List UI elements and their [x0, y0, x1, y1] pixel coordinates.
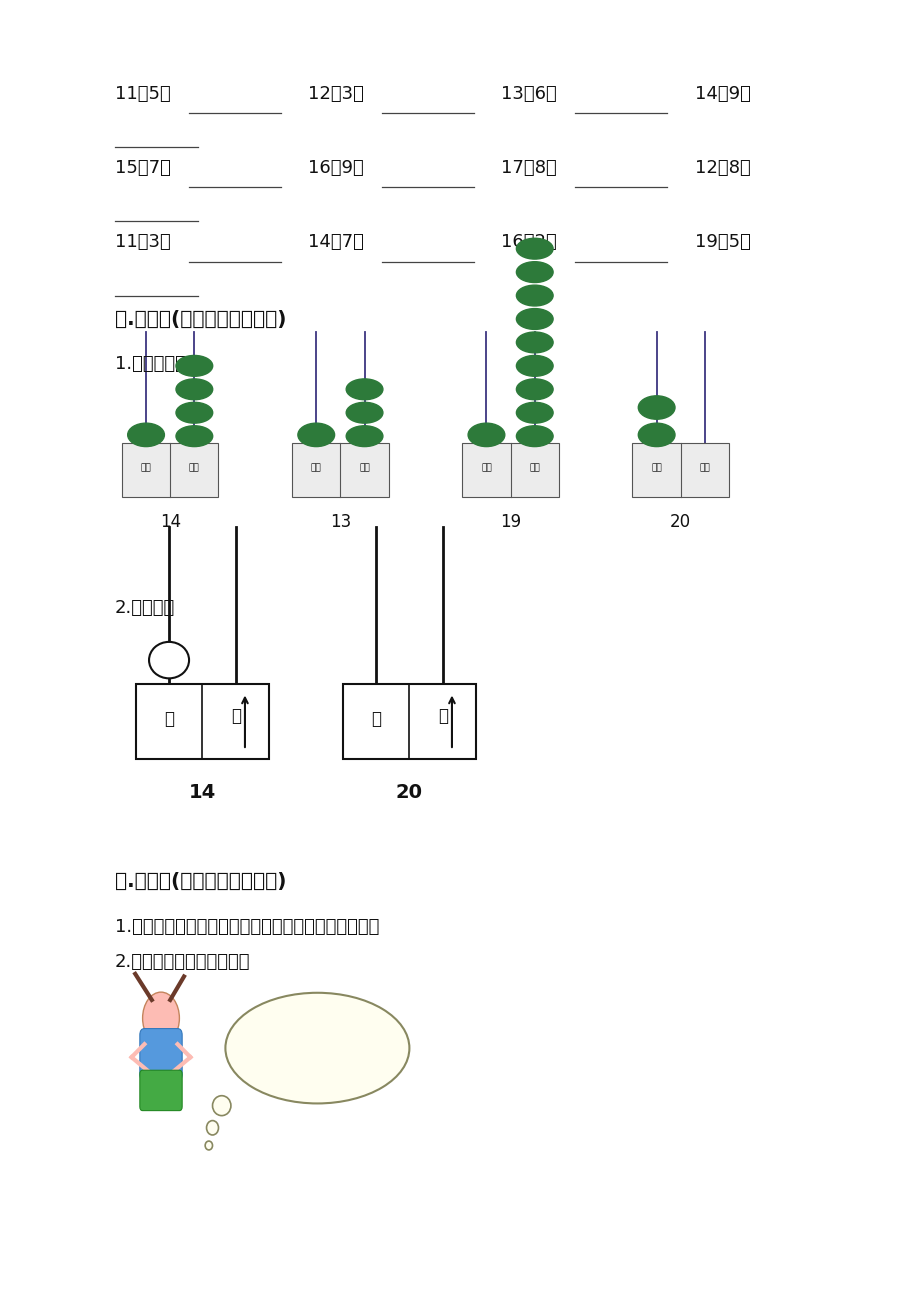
- Text: 14－9＝: 14－9＝: [694, 85, 750, 103]
- Text: 十位: 十位: [481, 464, 492, 471]
- Ellipse shape: [516, 402, 552, 423]
- Bar: [136, 684, 268, 759]
- Text: 我送给小芳6张，: 我送给小芳6张，: [289, 1022, 346, 1035]
- Text: 19: 19: [500, 513, 520, 531]
- Text: 15－7＝: 15－7＝: [115, 159, 171, 177]
- Bar: [292, 443, 389, 497]
- Ellipse shape: [516, 426, 552, 447]
- Ellipse shape: [516, 238, 552, 259]
- Text: 十: 十: [370, 710, 380, 728]
- Text: 14: 14: [188, 783, 216, 802]
- Ellipse shape: [638, 396, 675, 419]
- Ellipse shape: [225, 992, 409, 1104]
- Ellipse shape: [149, 642, 189, 678]
- Text: 13: 13: [329, 513, 351, 531]
- Ellipse shape: [212, 1096, 231, 1116]
- Text: 12－3＝: 12－3＝: [308, 85, 364, 103]
- Text: 12－8＝: 12－8＝: [694, 159, 750, 177]
- Ellipse shape: [516, 285, 552, 306]
- Text: 1.小明要做１７朵小红花。做好了４朵，还要做几朵？: 1.小明要做１７朵小红花。做好了４朵，还要做几朵？: [115, 918, 379, 936]
- Ellipse shape: [346, 426, 382, 447]
- Ellipse shape: [516, 309, 552, 329]
- Ellipse shape: [516, 379, 552, 400]
- Ellipse shape: [205, 1141, 212, 1150]
- Ellipse shape: [516, 355, 552, 376]
- Ellipse shape: [176, 355, 212, 376]
- Ellipse shape: [206, 1121, 219, 1135]
- FancyBboxPatch shape: [140, 1070, 182, 1111]
- Bar: [462, 443, 559, 497]
- Text: 13－6＝: 13－6＝: [501, 85, 557, 103]
- Ellipse shape: [638, 423, 675, 447]
- Ellipse shape: [516, 262, 552, 283]
- Text: 个: 个: [231, 707, 241, 725]
- Text: 1.看数画珠子。: 1.看数画珠子。: [115, 355, 197, 374]
- Text: 2.小丽原来有多少张邮票？: 2.小丽原来有多少张邮票？: [115, 953, 250, 971]
- Text: 17－8＝: 17－8＝: [501, 159, 557, 177]
- Text: 六.解答题(共６题，共２７分): 六.解答题(共６题，共２７分): [115, 872, 286, 892]
- Circle shape: [142, 992, 179, 1044]
- Ellipse shape: [176, 426, 212, 447]
- Ellipse shape: [176, 379, 212, 400]
- Text: 16－2＝: 16－2＝: [501, 233, 557, 251]
- Text: 11－3＝: 11－3＝: [115, 233, 171, 251]
- Ellipse shape: [468, 423, 505, 447]
- Text: 2.画一画。: 2.画一画。: [115, 599, 175, 617]
- Ellipse shape: [516, 332, 552, 353]
- Text: 20: 20: [670, 513, 690, 531]
- Text: 五.作图题(共２题，共１０分): 五.作图题(共２题，共１０分): [115, 310, 286, 329]
- Text: 19－5＝: 19－5＝: [694, 233, 750, 251]
- Text: 十: 十: [164, 710, 174, 728]
- Text: 14－7＝: 14－7＝: [308, 233, 364, 251]
- Text: 个位: 个位: [188, 464, 199, 471]
- Bar: [121, 443, 219, 497]
- Text: 个位: 个位: [698, 464, 709, 471]
- Ellipse shape: [128, 423, 165, 447]
- Ellipse shape: [346, 402, 382, 423]
- Bar: [342, 684, 476, 759]
- Text: 20: 20: [395, 783, 423, 802]
- Text: 十位: 十位: [311, 464, 322, 471]
- Text: 14: 14: [160, 513, 180, 531]
- Text: 十位: 十位: [651, 464, 662, 471]
- Text: 16－9＝: 16－9＝: [308, 159, 364, 177]
- Text: 个: 个: [437, 707, 448, 725]
- Bar: [632, 443, 729, 497]
- FancyBboxPatch shape: [140, 1029, 182, 1081]
- Ellipse shape: [298, 423, 335, 447]
- Ellipse shape: [176, 402, 212, 423]
- Ellipse shape: [346, 379, 382, 400]
- Text: 个位: 个位: [358, 464, 369, 471]
- Text: 还有12张邮票: 还有12张邮票: [292, 1061, 342, 1074]
- Text: 个位: 个位: [528, 464, 539, 471]
- Text: 11－5＝: 11－5＝: [115, 85, 171, 103]
- Text: 十位: 十位: [141, 464, 152, 471]
